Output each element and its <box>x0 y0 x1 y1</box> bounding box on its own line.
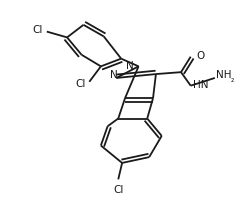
Text: Cl: Cl <box>112 185 123 195</box>
Text: N: N <box>109 70 117 80</box>
Text: NH: NH <box>215 70 230 80</box>
Text: Cl: Cl <box>32 25 43 35</box>
Text: Cl: Cl <box>75 79 85 89</box>
Text: N: N <box>126 61 133 71</box>
Text: ₂: ₂ <box>229 75 232 84</box>
Text: O: O <box>196 51 204 61</box>
Text: HN: HN <box>192 80 207 90</box>
